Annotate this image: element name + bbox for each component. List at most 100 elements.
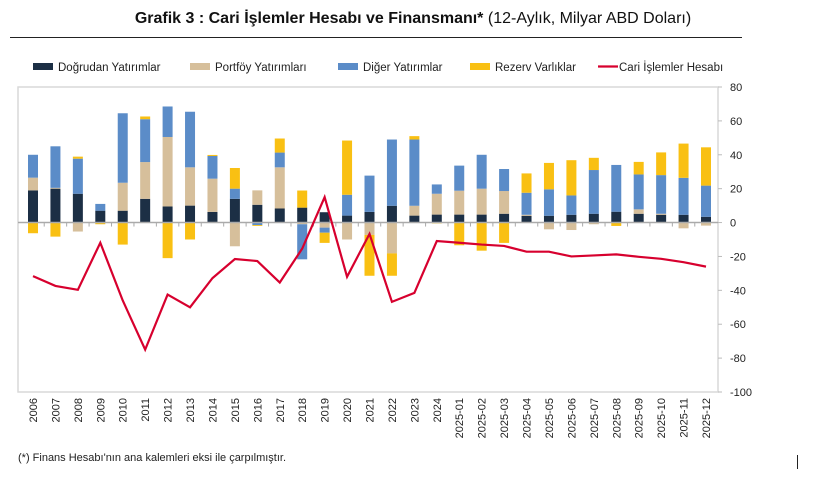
bar-portföy-yatırımları bbox=[633, 209, 644, 214]
bar-doğrudan-yatırımlar bbox=[633, 213, 644, 223]
bar-diğer-yatırımlar bbox=[72, 158, 83, 194]
bar-portföy-yatırımları bbox=[185, 167, 196, 206]
bar-diğer-yatırımlar bbox=[386, 139, 397, 206]
legend-swatch bbox=[33, 63, 53, 70]
bar-rezerv-varlıklar bbox=[588, 157, 599, 171]
x-tick-label: 2019 bbox=[320, 398, 332, 422]
footnote: (*) Finans Hesabı'nın ana kalemleri eksi… bbox=[18, 452, 287, 464]
bar-diğer-yatırımlar bbox=[117, 113, 128, 183]
bar-diğer-yatırımlar bbox=[28, 154, 38, 178]
bar-rezerv-varlıklar bbox=[50, 222, 61, 237]
bar-rezerv-varlıklar bbox=[229, 167, 240, 189]
bar-doğrudan-yatırımlar bbox=[117, 210, 128, 223]
x-tick-label: 2009 bbox=[95, 398, 107, 422]
bar-portföy-yatırımları bbox=[117, 182, 128, 211]
bar-doğrudan-yatırımlar bbox=[297, 207, 308, 223]
bar-portföy-yatırımları bbox=[297, 222, 308, 225]
bar-doğrudan-yatırımlar bbox=[678, 214, 689, 223]
x-tick-label: 2012 bbox=[163, 398, 175, 422]
bar-diğer-yatırımlar bbox=[543, 189, 554, 216]
bar-diğer-yatırımlar bbox=[678, 177, 689, 215]
y-tick-label: -40 bbox=[730, 285, 746, 297]
title-main: Grafik 3 : Cari İşlemler Hesabı ve Finan… bbox=[134, 10, 484, 27]
bar-rezerv-varlıklar bbox=[319, 232, 330, 243]
x-tick-label: 2011 bbox=[140, 398, 152, 422]
bar-doğrudan-yatırımlar bbox=[364, 211, 375, 223]
y-tick-label: -100 bbox=[730, 387, 752, 399]
bar-diğer-yatırımlar bbox=[611, 164, 622, 212]
bar-doğrudan-yatırımlar bbox=[499, 213, 510, 223]
bar-portföy-yatırımları bbox=[28, 177, 38, 191]
bar-rezerv-varlıklar bbox=[499, 222, 510, 243]
bar-portföy-yatırımları bbox=[162, 136, 173, 207]
bar-doğrudan-yatırımlar bbox=[342, 215, 353, 223]
bar-portföy-yatırımları bbox=[229, 222, 240, 247]
bar-diğer-yatırımlar bbox=[207, 155, 218, 179]
title-underline bbox=[10, 37, 742, 38]
bar-doğrudan-yatırımlar bbox=[95, 210, 106, 223]
bar-doğrudan-yatırımlar bbox=[229, 198, 240, 223]
bar-diğer-yatırımlar bbox=[229, 188, 240, 199]
bar-diğer-yatırımlar bbox=[656, 175, 667, 214]
bar-portföy-yatırımları bbox=[431, 193, 442, 215]
bar-diğer-yatırımlar bbox=[588, 170, 599, 214]
bar-rezerv-varlıklar bbox=[297, 190, 308, 208]
bar-doğrudan-yatırımlar bbox=[543, 215, 554, 223]
bar-doğrudan-yatırımlar bbox=[140, 198, 151, 223]
bar-rezerv-varlıklar bbox=[140, 116, 151, 120]
x-tick-label: 2022 bbox=[387, 398, 399, 422]
legend-label: Rezerv Varlıklar bbox=[495, 62, 576, 74]
x-tick-label: 2025-10 bbox=[656, 398, 668, 438]
bar-rezerv-varlıklar bbox=[274, 138, 285, 153]
bar-rezerv-varlıklar bbox=[95, 222, 106, 225]
y-tick-label: -20 bbox=[730, 251, 746, 263]
bar-diğer-yatırımlar bbox=[95, 203, 106, 211]
bar-portföy-yatırımları bbox=[499, 191, 510, 214]
bar-rezerv-varlıklar bbox=[342, 140, 353, 195]
bar-portföy-yatırımları bbox=[678, 222, 689, 229]
legend-label: Doğrudan Yatırımlar bbox=[58, 62, 161, 74]
bar-portföy-yatırımları bbox=[140, 162, 151, 199]
bar-diğer-yatırımlar bbox=[319, 227, 330, 233]
bar-diğer-yatırımlar bbox=[521, 192, 532, 215]
plot-frame bbox=[17, 86, 719, 393]
bar-rezerv-varlıklar bbox=[656, 152, 667, 176]
bar-diğer-yatırımlar bbox=[476, 154, 487, 189]
bar-rezerv-varlıklar bbox=[476, 222, 487, 251]
y-tick-label: -80 bbox=[730, 353, 746, 365]
bar-doğrudan-yatırımlar bbox=[319, 212, 330, 223]
bar-diğer-yatırımlar bbox=[274, 152, 285, 168]
legend-swatch bbox=[338, 63, 358, 70]
x-tick-label: 2013 bbox=[185, 398, 197, 422]
bar-portföy-yatırımları bbox=[454, 190, 465, 215]
bar-portföy-yatırımları bbox=[207, 178, 218, 212]
bar-portföy-yatırımları bbox=[656, 213, 667, 215]
legend-label: Portföy Yatırımları bbox=[215, 62, 307, 74]
bar-doğrudan-yatırımlar bbox=[611, 211, 622, 223]
bar-rezerv-varlıklar bbox=[633, 161, 644, 175]
bar-rezerv-varlıklar bbox=[162, 222, 173, 259]
y-tick-label: -60 bbox=[730, 319, 746, 331]
bar-rezerv-varlıklar bbox=[207, 154, 218, 156]
bar-rezerv-varlıklar bbox=[521, 173, 532, 193]
bar-rezerv-varlıklar bbox=[409, 136, 420, 140]
bar-portföy-yatırımları bbox=[342, 222, 353, 240]
bar-portföy-yatırımları bbox=[72, 222, 83, 232]
bar-doğrudan-yatırımlar bbox=[588, 213, 599, 223]
bar-rezerv-varlıklar bbox=[28, 222, 38, 234]
x-tick-label: 2025-08 bbox=[611, 398, 623, 438]
legend-swatch bbox=[470, 63, 490, 70]
x-tick-label: 2025-07 bbox=[589, 398, 601, 438]
chart: -100 -80 -60 -40 -20 0 20 40 60 80 2006 2007 2008 200… bbox=[17, 61, 752, 438]
text-cursor bbox=[797, 455, 798, 469]
bar-rezerv-varlıklar bbox=[701, 147, 711, 186]
x-tick-label: 2025-11 bbox=[679, 398, 691, 438]
bar-diğer-yatırımlar bbox=[162, 106, 173, 137]
bar-doğrudan-yatırımlar bbox=[521, 215, 532, 223]
legend-label: Diğer Yatırımlar bbox=[363, 62, 443, 74]
x-tick-label: 2025-01 bbox=[454, 398, 466, 438]
chart-title: Grafik 3 : Cari İşlemler Hesabı ve Finan… bbox=[0, 10, 826, 28]
bar-doğrudan-yatırımlar bbox=[386, 205, 397, 223]
bar-diğer-yatırımlar bbox=[431, 184, 442, 194]
bar-rezerv-varlıklar bbox=[543, 162, 554, 190]
